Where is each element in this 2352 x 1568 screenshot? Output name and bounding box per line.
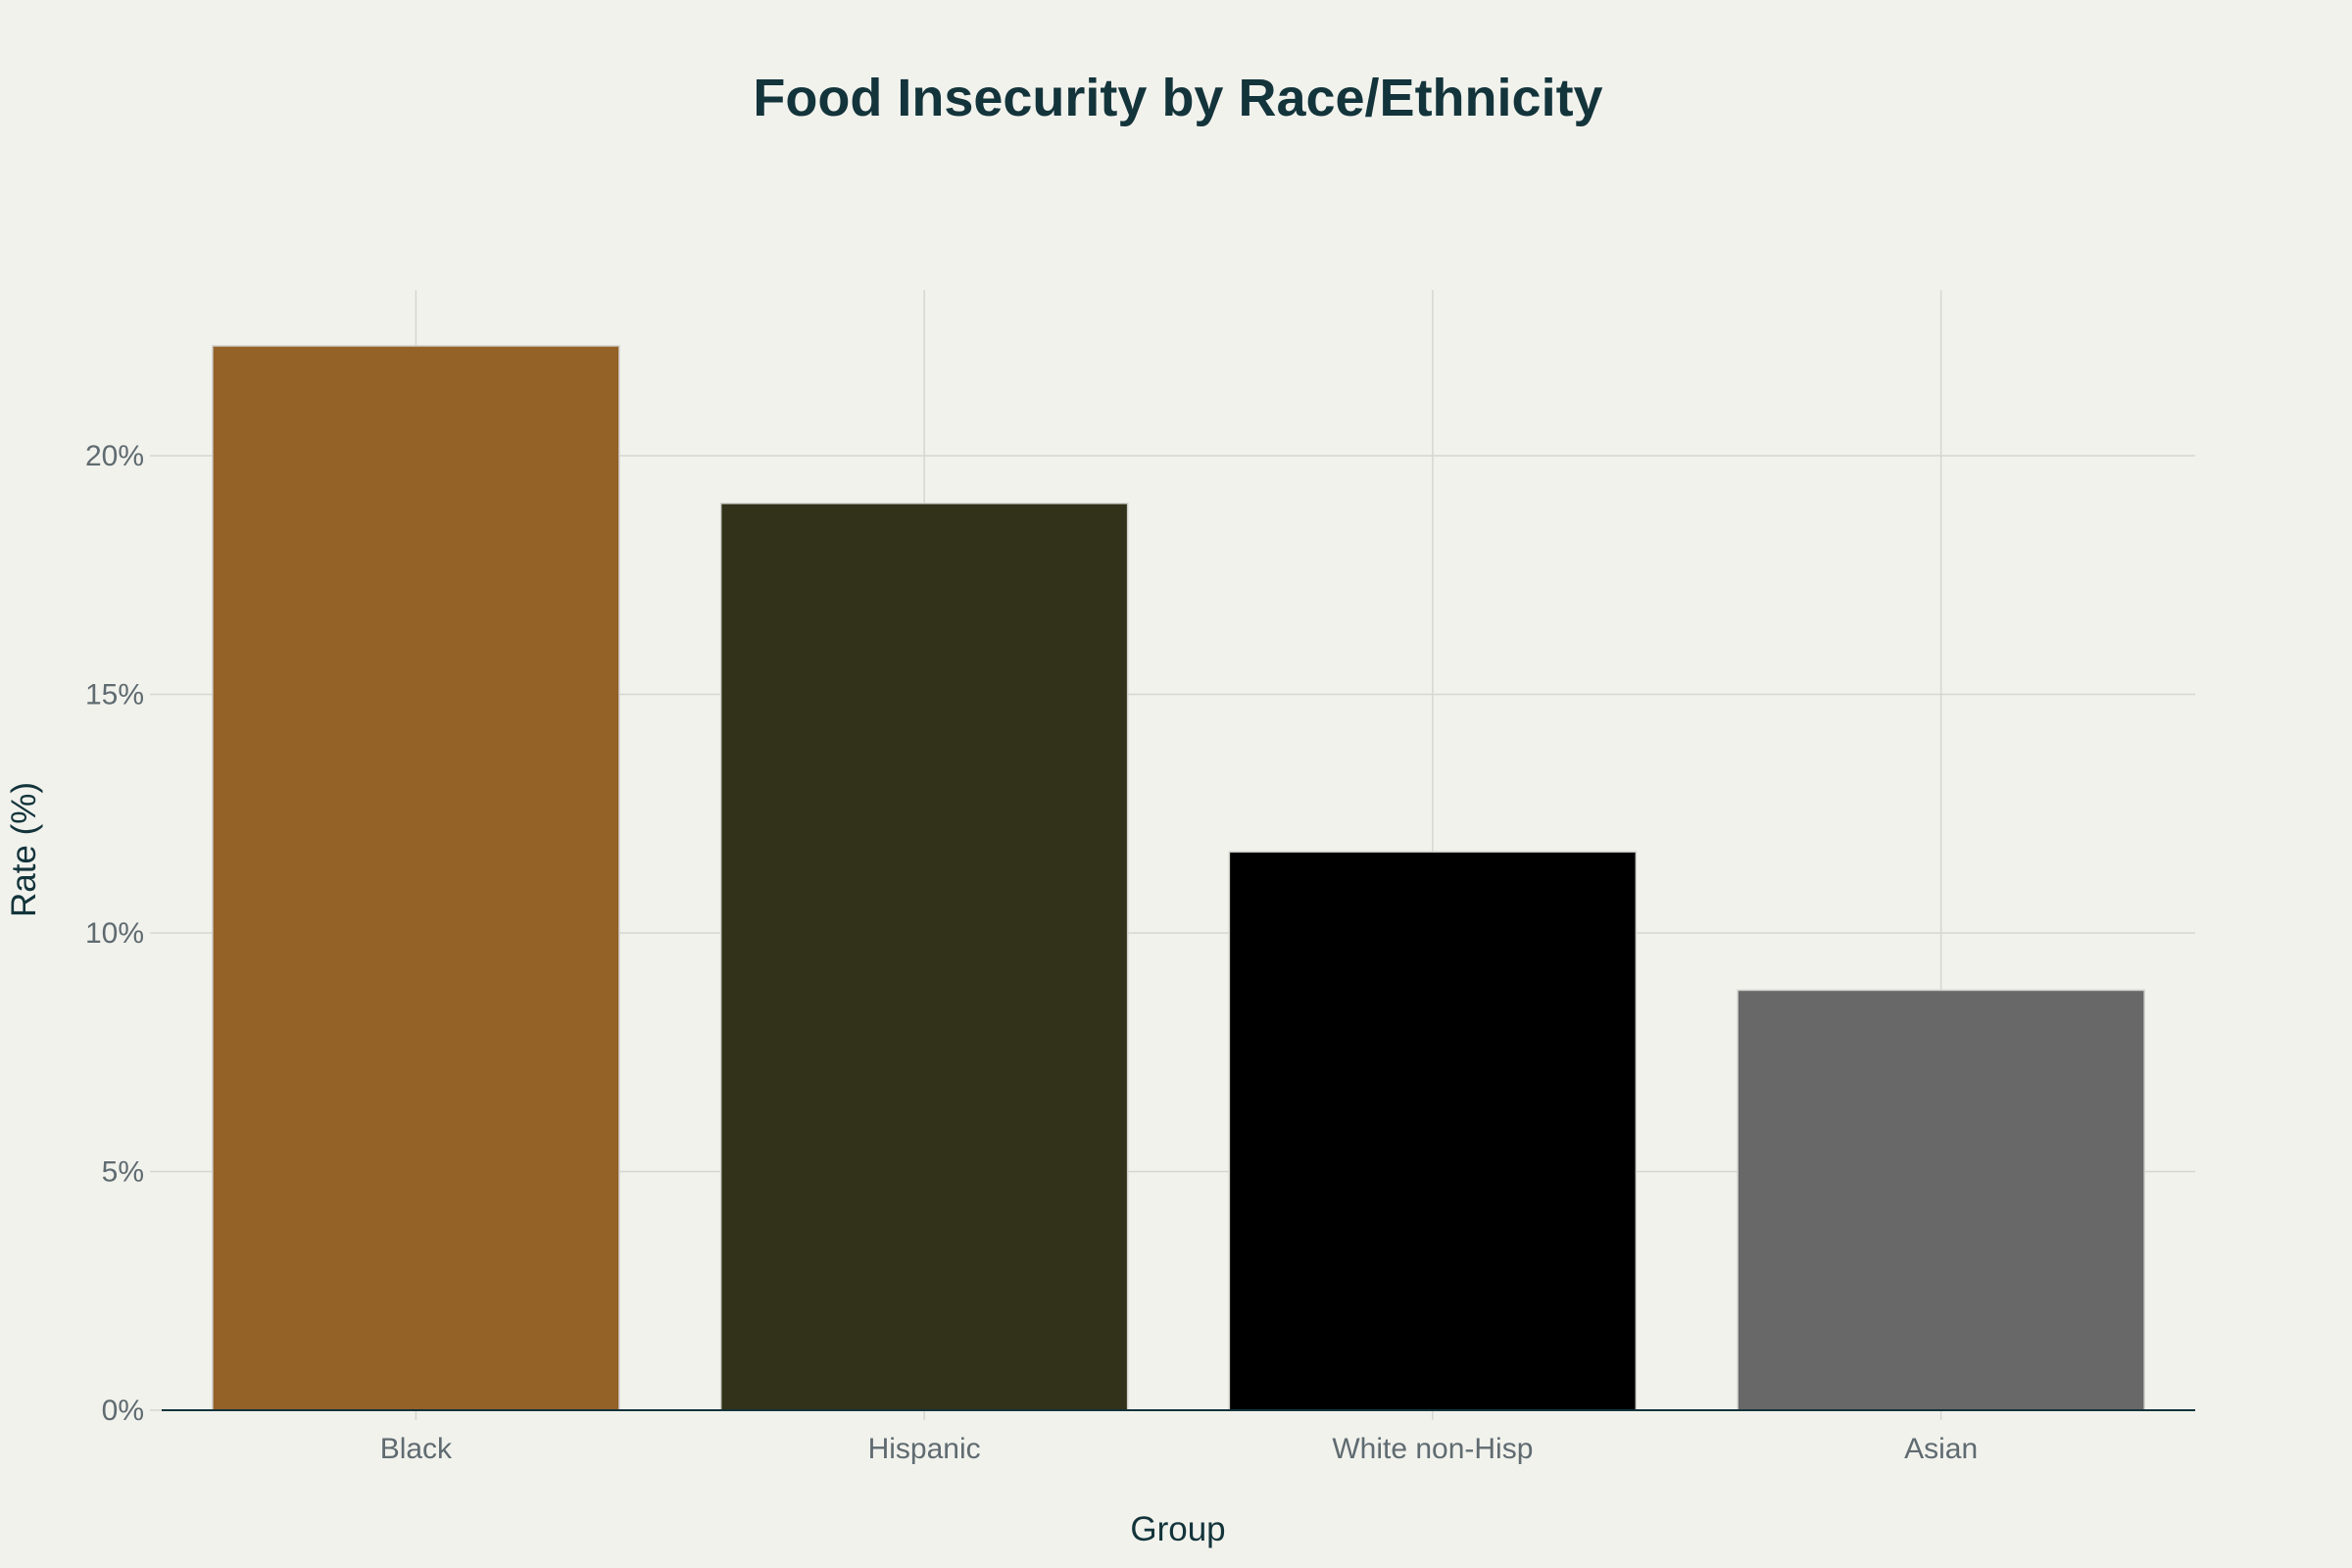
bar-asian: [1737, 989, 2145, 1411]
y-axis-title: Rate (%): [5, 782, 43, 917]
y-tick-label: 10%: [85, 917, 144, 950]
x-axis-title: Group: [1130, 1510, 1225, 1548]
bar-hispanic: [719, 502, 1129, 1411]
y-tick-label: 15%: [85, 678, 144, 710]
y-tick-label: 20%: [85, 440, 144, 472]
bar-black: [212, 345, 620, 1411]
x-axis: Black Hispanic White non-Hisp Asian: [162, 1409, 2195, 1465]
bars: [212, 345, 2145, 1411]
bar-white-non-hisp: [1228, 851, 1638, 1411]
x-tick-label: White non-Hisp: [1332, 1433, 1533, 1465]
y-tick-label: 0%: [102, 1395, 144, 1427]
y-tick-label: 5%: [102, 1155, 144, 1188]
x-tick-label: Asian: [1904, 1433, 1978, 1465]
x-tick-label: Hispanic: [868, 1433, 981, 1465]
chart-title: Food Insecurity by Race/Ethnicity: [753, 69, 1602, 127]
x-tick-label: Black: [380, 1433, 453, 1465]
y-axis: 0% 5% 10% 15% 20%: [85, 440, 162, 1427]
